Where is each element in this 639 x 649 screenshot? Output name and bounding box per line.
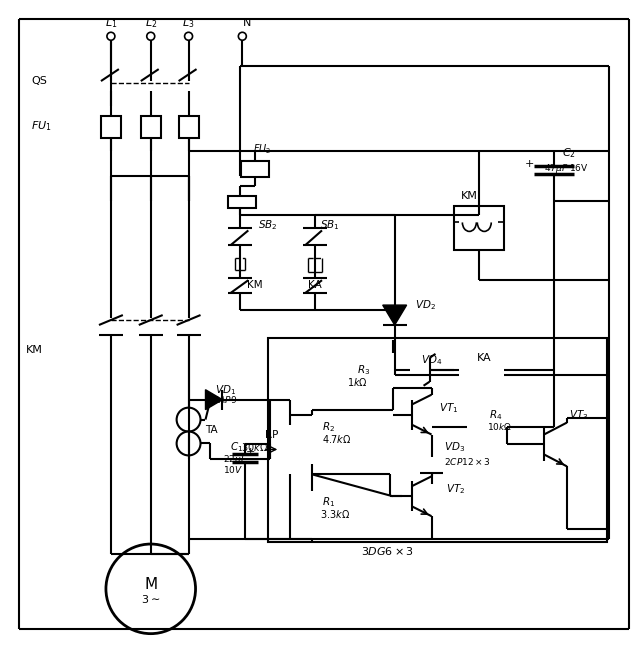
Text: KA: KA <box>308 280 322 290</box>
Text: TA: TA <box>206 424 218 435</box>
Text: $C_1$: $C_1$ <box>231 441 243 454</box>
Text: $10V$: $10V$ <box>224 464 243 475</box>
Text: N: N <box>243 18 252 29</box>
Circle shape <box>176 408 201 432</box>
Bar <box>454 206 504 251</box>
Circle shape <box>402 478 438 514</box>
Text: $VD_1$: $VD_1$ <box>215 383 236 397</box>
Text: $VT_3$: $VT_3$ <box>569 408 589 421</box>
Text: $R_4$: $R_4$ <box>489 408 503 421</box>
Bar <box>179 116 199 138</box>
Circle shape <box>534 424 574 465</box>
Text: KA: KA <box>477 353 491 363</box>
Bar <box>302 415 322 465</box>
Text: $VD_3$: $VD_3$ <box>445 441 466 454</box>
Circle shape <box>106 544 196 633</box>
Polygon shape <box>383 305 406 325</box>
Text: RP: RP <box>265 430 278 439</box>
Text: 3$\sim$: 3$\sim$ <box>141 593 160 605</box>
Text: $22\mu F$: $22\mu F$ <box>224 453 248 466</box>
Circle shape <box>147 32 155 40</box>
Text: $3DG6\times3$: $3DG6\times3$ <box>362 545 414 557</box>
Text: $R_3$: $R_3$ <box>357 363 370 376</box>
Text: $L_2$: $L_2$ <box>144 16 157 31</box>
Text: $47\mu F$ 16V: $47\mu F$ 16V <box>544 162 589 175</box>
Bar <box>459 360 504 389</box>
Polygon shape <box>412 360 429 380</box>
Text: $VT_2$: $VT_2$ <box>447 482 466 496</box>
Circle shape <box>176 432 201 456</box>
Text: $VD_4$: $VD_4$ <box>421 353 442 367</box>
Bar <box>228 195 256 208</box>
Text: $L_1$: $L_1$ <box>105 16 117 31</box>
Text: $SB_1$: $SB_1$ <box>320 219 340 232</box>
Circle shape <box>238 32 246 40</box>
Text: $10k\Omega$: $10k\Omega$ <box>488 421 512 432</box>
Text: $3.3k\Omega$: $3.3k\Omega$ <box>320 508 350 520</box>
Text: $C_2$: $C_2$ <box>562 146 576 160</box>
Bar <box>268 338 607 542</box>
Text: +: + <box>525 159 534 169</box>
Text: $2AP9$: $2AP9$ <box>213 394 238 405</box>
Text: KM: KM <box>26 345 43 355</box>
Text: +: + <box>245 447 255 458</box>
Text: $SB_2$: $SB_2$ <box>258 219 278 232</box>
Circle shape <box>107 32 115 40</box>
Text: $VD_2$: $VD_2$ <box>415 298 436 312</box>
Text: $30k\Omega$: $30k\Omega$ <box>241 441 268 454</box>
Text: $R_2$: $R_2$ <box>322 421 335 434</box>
Text: $4.7k\Omega$: $4.7k\Omega$ <box>322 434 351 445</box>
Bar <box>302 491 322 541</box>
Text: QS: QS <box>31 76 47 86</box>
Text: KM: KM <box>461 191 478 201</box>
Text: M: M <box>144 578 157 593</box>
Bar <box>383 353 403 387</box>
Text: $FU_2$: $FU_2$ <box>253 142 272 156</box>
Bar <box>101 116 121 138</box>
Bar <box>280 424 300 474</box>
Bar <box>242 161 269 177</box>
Text: KM: KM <box>247 280 263 290</box>
Text: $2CP12\times3$: $2CP12\times3$ <box>445 456 491 467</box>
Text: $L_3$: $L_3$ <box>182 16 195 31</box>
Circle shape <box>185 32 192 40</box>
Text: $FU_1$: $FU_1$ <box>31 119 52 133</box>
Text: $VT_1$: $VT_1$ <box>440 400 459 415</box>
Text: $1k\Omega$: $1k\Omega$ <box>347 376 368 387</box>
Bar <box>141 116 160 138</box>
Polygon shape <box>206 389 222 410</box>
Circle shape <box>402 397 438 432</box>
Text: $R_1$: $R_1$ <box>322 495 335 509</box>
Bar <box>467 417 507 435</box>
Polygon shape <box>420 458 443 473</box>
